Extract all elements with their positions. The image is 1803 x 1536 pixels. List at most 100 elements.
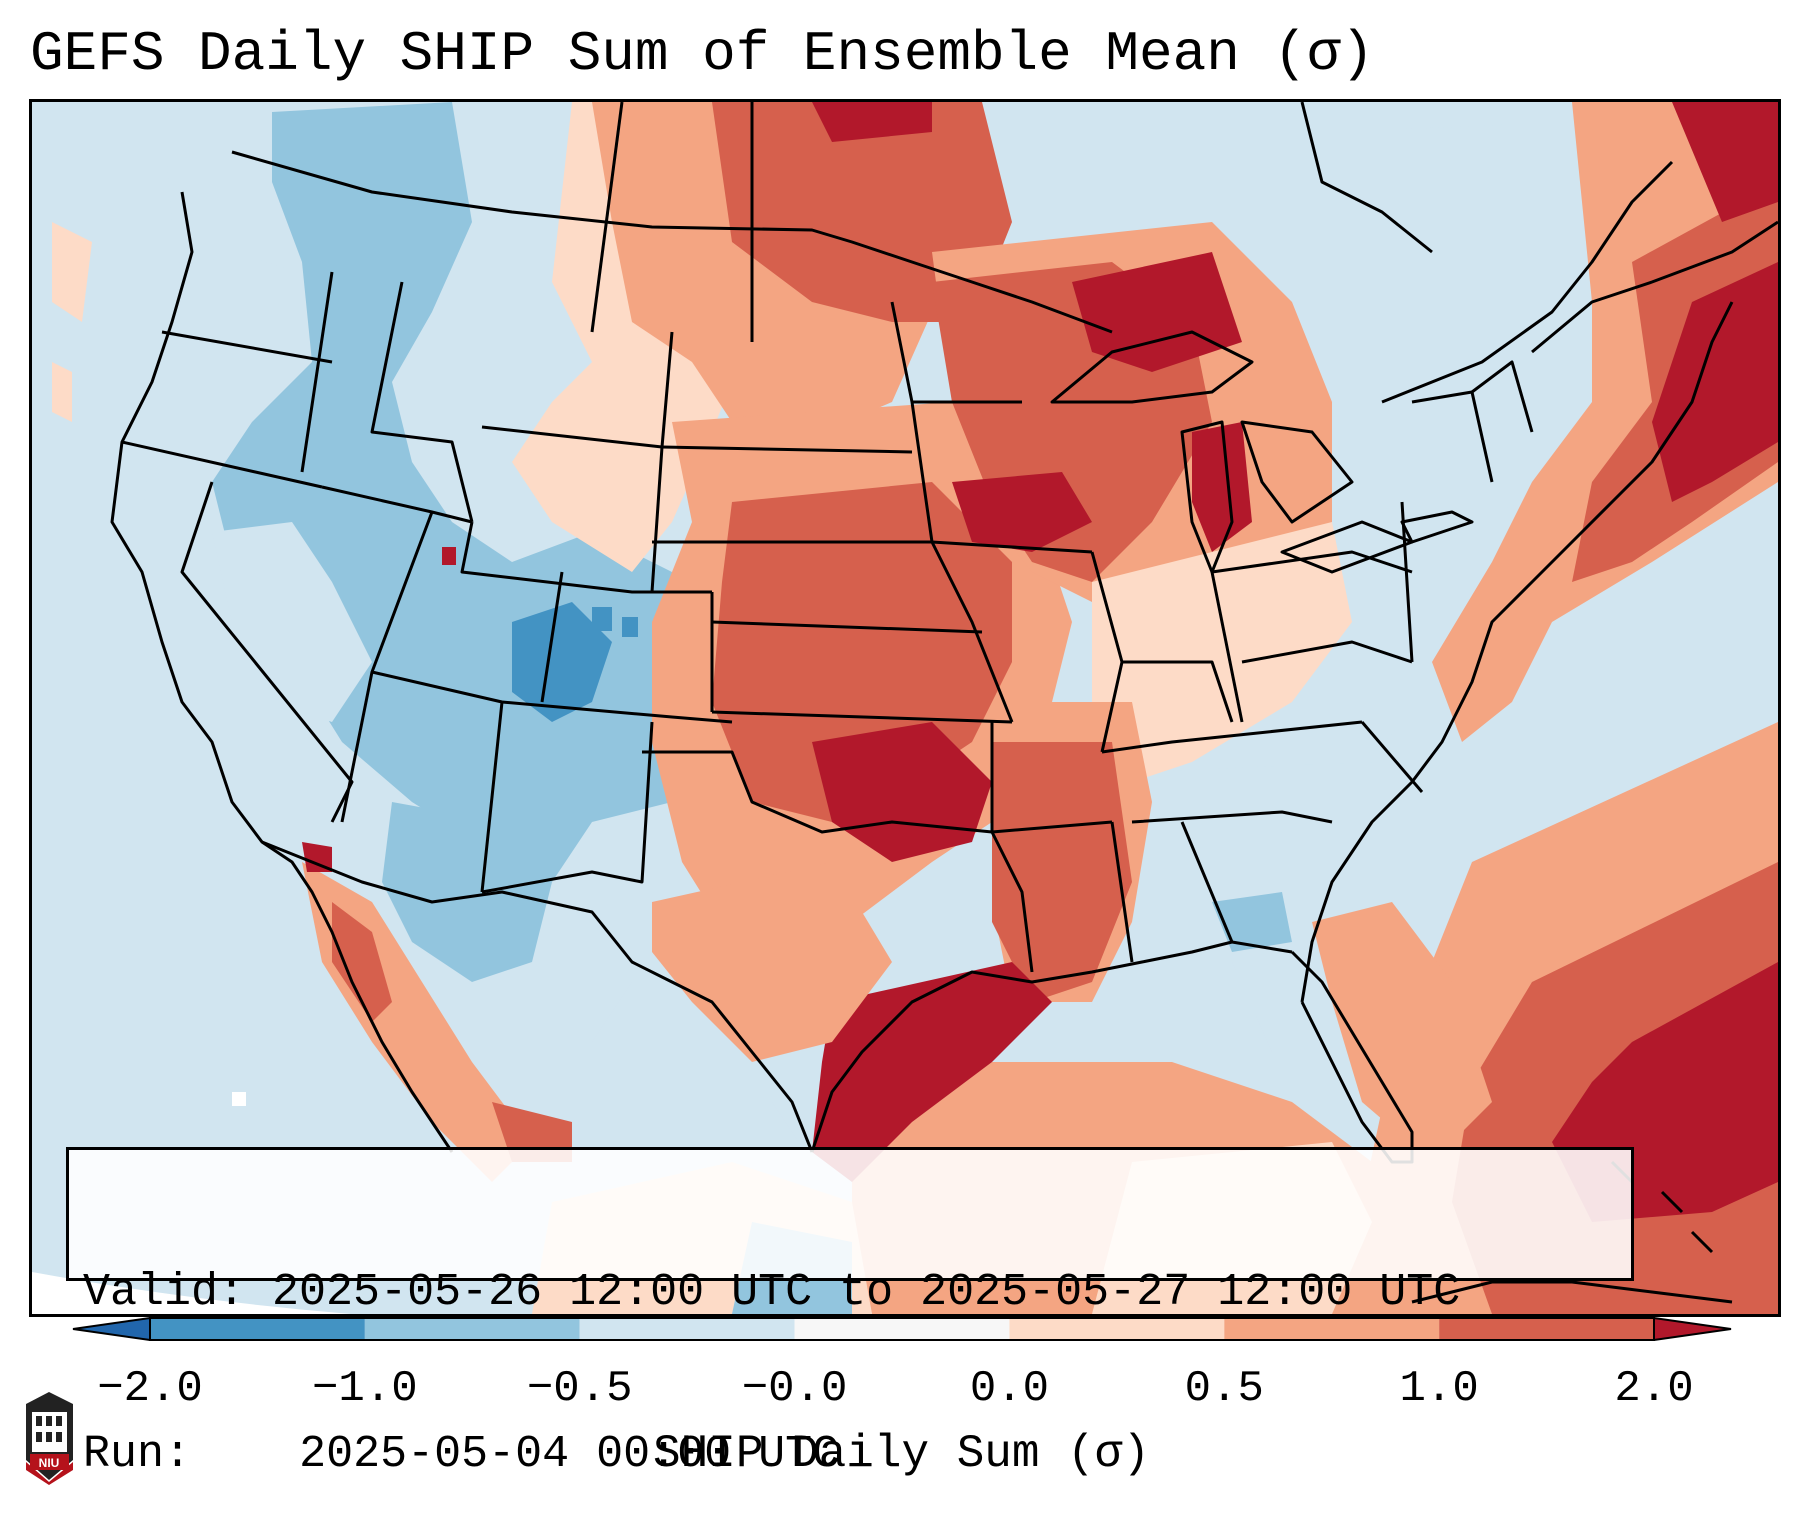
west-cool-core [592, 607, 612, 631]
run-label: Run: [83, 1429, 192, 1480]
state-line [1210, 571, 1244, 723]
state-line [540, 571, 564, 703]
texas-coast-core [812, 962, 1052, 1182]
northeast-atlantic-core [1652, 262, 1778, 502]
projection-edge [32, 1272, 352, 1314]
colorbar-tick-label: −0.0 [741, 1364, 848, 1414]
lake-superior-core [1072, 252, 1242, 372]
colorbar-extend-high [1653, 1317, 1732, 1341]
map-canvas [32, 102, 1778, 1314]
state-line [460, 521, 712, 594]
colorbar-bin [1439, 1318, 1654, 1340]
run-line: Run: 2025-05-04 00:00 UTC [83, 1428, 1617, 1482]
colorbar-tick-label: −1.0 [312, 1364, 418, 1414]
colorbar-tick-label: 0.5 [1184, 1364, 1264, 1414]
state-line [1180, 821, 1234, 943]
state-line [180, 481, 354, 823]
colorbar-bin [794, 1318, 1010, 1340]
state-line [121, 440, 323, 489]
james-bay [1300, 102, 1433, 254]
colorbar-bin [1224, 1318, 1440, 1340]
colorbar-bin [150, 1318, 365, 1340]
state-line [370, 281, 474, 523]
baja-hot [332, 902, 392, 1022]
colorbar-tick-label: −2.0 [97, 1364, 203, 1414]
state-line [990, 722, 1034, 973]
colorbar-tick-label: 0.0 [969, 1364, 1050, 1414]
valid-run-info-box: Valid: 2025-05-26 12:00 UTC to 2025-05-2… [66, 1147, 1634, 1480]
west-cool-core [622, 617, 638, 637]
nevada-cool [212, 522, 372, 722]
state-line [1211, 550, 1413, 574]
iowa-core [952, 472, 1092, 552]
state-line [1131, 810, 1333, 824]
lake-ontario [1400, 510, 1474, 544]
state-line [1471, 360, 1534, 433]
state-line [161, 330, 333, 364]
colorbar-tick-label: 2.0 [1614, 1364, 1694, 1414]
pacific-coast-light [52, 362, 72, 422]
colorbar-bin [364, 1318, 580, 1340]
cuba [1411, 1280, 1733, 1304]
state-line [1101, 720, 1363, 754]
colorbar-tick-label: −0.5 [526, 1364, 633, 1414]
colorbar-outline [149, 1317, 1655, 1341]
run-value: 2025-05-04 00:00 UTC [299, 1429, 840, 1480]
colorbar-tick-labels: −2.0 −1.0 −0.5 −0.0 0.0 0.5 1.0 2.0 [0, 1364, 1803, 1424]
southeast-cool-core [1212, 892, 1292, 952]
colorbar-bin [1009, 1318, 1225, 1340]
texas-warm [652, 862, 892, 1062]
map-panel [29, 99, 1781, 1317]
state-line [931, 540, 1093, 554]
southeast-cool [1142, 762, 1392, 962]
east-coastline [1300, 301, 1734, 1003]
niu-logo-icon: NIU [26, 1392, 73, 1485]
utah-hotspot [442, 547, 456, 565]
colorbar [72, 1317, 1732, 1341]
state-line [711, 620, 983, 634]
state-line [1110, 821, 1134, 963]
pacific-pixel [232, 1092, 246, 1106]
colorbar-extend-low [72, 1317, 151, 1341]
logo-text: NIU [39, 1456, 60, 1470]
state-line [480, 701, 504, 893]
ohio-valley-warm [1092, 522, 1352, 782]
maritimes-core [1672, 102, 1778, 222]
canada-border [1381, 160, 1674, 404]
lake-michigan-core [1192, 422, 1252, 552]
gulf-coastline [810, 940, 1293, 1153]
coastline-west [110, 191, 454, 1153]
state-line [300, 271, 334, 473]
state-line [661, 445, 913, 454]
canada-border [231, 150, 1113, 334]
state-line [590, 102, 624, 333]
state-line [501, 700, 733, 724]
lake-huron [1240, 420, 1354, 524]
valid-value: 2025-05-26 12:00 UTC to 2025-05-27 12:00… [272, 1267, 1461, 1318]
mexico-border [261, 840, 814, 1153]
northern-plains-core [812, 102, 932, 142]
colorbar-bin [579, 1318, 795, 1340]
socal-core [302, 842, 332, 872]
state-line [1241, 640, 1413, 664]
borders [110, 102, 1778, 1304]
valid-line: Valid: 2025-05-26 12:00 UTC to 2025-05-2… [83, 1266, 1617, 1320]
st-lawrence [1531, 220, 1778, 354]
colorbar-tick-label: 1.0 [1399, 1364, 1479, 1414]
lake-michigan [1180, 420, 1234, 574]
chart-title: GEFS Daily SHIP Sum of Ensemble Mean (σ) [30, 22, 1375, 86]
state-line [642, 750, 993, 834]
state-line [711, 710, 1013, 724]
colorbar-title: SHIP Daily Sum (σ) [653, 1428, 1150, 1480]
florida-warm [1312, 902, 1492, 1162]
pacific-coast-light [52, 222, 92, 322]
state-line [660, 331, 674, 448]
southwest-cool [382, 802, 552, 982]
lake-superior [1050, 330, 1254, 404]
state-line [340, 671, 374, 823]
state-line [481, 721, 654, 894]
west-cool-core [512, 602, 612, 722]
state-line [1122, 660, 1234, 723]
state-line [991, 820, 1113, 834]
valid-label: Valid: [83, 1267, 246, 1318]
